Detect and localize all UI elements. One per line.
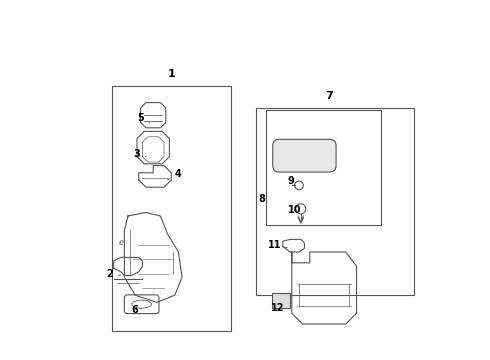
Text: 5: 5 — [137, 113, 149, 123]
Text: 12: 12 — [271, 303, 284, 314]
Bar — [272, 293, 291, 308]
Text: 9: 9 — [288, 176, 294, 186]
Text: 3: 3 — [133, 149, 146, 159]
FancyBboxPatch shape — [273, 139, 336, 172]
Text: 11: 11 — [269, 240, 287, 251]
Text: 8: 8 — [258, 194, 265, 204]
Bar — [266, 110, 381, 225]
Text: 2: 2 — [106, 269, 121, 279]
Text: ℯ: ℯ — [119, 238, 124, 247]
Bar — [112, 86, 231, 331]
Text: 1: 1 — [167, 69, 175, 79]
Text: 7: 7 — [326, 91, 334, 101]
Text: 10: 10 — [288, 205, 301, 215]
Text: 6: 6 — [132, 305, 142, 315]
Text: 4: 4 — [168, 169, 182, 180]
Bar — [256, 108, 414, 295]
FancyBboxPatch shape — [124, 295, 159, 314]
